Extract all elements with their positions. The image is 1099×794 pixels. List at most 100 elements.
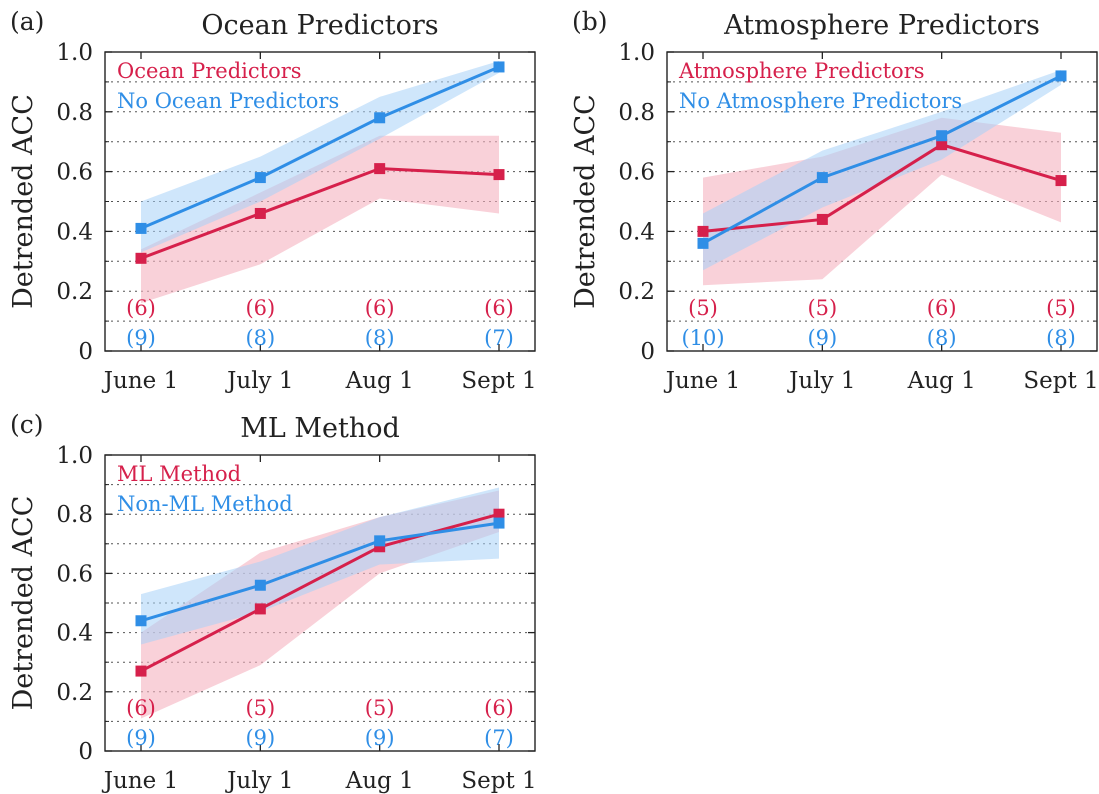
count-label: (9) [126, 726, 156, 750]
count-label: (6) [245, 296, 275, 320]
data-point [493, 517, 505, 529]
y-tick-label: 0.8 [56, 100, 93, 126]
count-label: (6) [126, 296, 156, 320]
x-tick-label: Sept 1 [1023, 368, 1098, 394]
data-point [493, 169, 505, 181]
count-label: (9) [807, 326, 837, 350]
y-tick-label: 0.4 [56, 219, 93, 245]
panel-label: (b) [572, 7, 608, 36]
legend-entry-red: ML Method [117, 462, 241, 486]
count-label: (7) [484, 726, 514, 750]
x-tick-label: July 1 [787, 368, 855, 394]
panel-a: 0 0.2 0.4 0.6 0.8 1.0 June 1 July 1 Aug 1 Sept 1 (… [8, 7, 537, 394]
count-label: (9) [126, 326, 156, 350]
y-tick-label: 0.2 [56, 279, 93, 305]
y-tick-label: 0.8 [618, 100, 655, 126]
data-point [135, 252, 147, 264]
data-point [374, 112, 386, 124]
series-line-red [140, 167, 500, 260]
count-label: (6) [365, 296, 395, 320]
count-label: (6) [126, 696, 156, 720]
count-label: (9) [245, 726, 275, 750]
series-line-blue [702, 74, 1062, 245]
data-point [254, 579, 266, 591]
chart-title: ML Method [240, 413, 400, 444]
count-label: (5) [807, 296, 837, 320]
data-point [816, 213, 828, 225]
data-point [135, 665, 147, 677]
panel-label: (a) [10, 7, 44, 36]
x-tick-label: Sept 1 [461, 768, 536, 794]
count-label: (10) [681, 326, 724, 350]
x-tick-label: Aug 1 [907, 368, 976, 394]
count-label: (5) [245, 696, 275, 720]
count-label: (9) [365, 726, 395, 750]
data-point [936, 130, 948, 142]
band-blue [141, 487, 499, 645]
data-point [1055, 175, 1067, 187]
data-point [493, 508, 505, 520]
x-tick-label: July 1 [225, 768, 293, 794]
y-tick-label: 0.4 [56, 621, 93, 647]
x-tick-label: June 1 [102, 368, 178, 394]
data-point [374, 535, 386, 547]
x-tick-label: June 1 [102, 768, 178, 794]
data-point [816, 172, 828, 184]
data-point [1055, 70, 1067, 82]
data-point [254, 207, 266, 219]
panel-label: (c) [10, 410, 44, 439]
x-tick-label: July 1 [225, 368, 293, 394]
data-point [493, 61, 505, 73]
count-label: (7) [484, 326, 514, 350]
legend-entry-blue: Non-ML Method [117, 492, 293, 516]
y-tick-label: 0.2 [56, 680, 93, 706]
band-blue [141, 60, 499, 253]
x-tick-label: Aug 1 [345, 368, 414, 394]
legend-entry-red: Atmosphere Predictors [678, 59, 925, 83]
count-label: (5) [1046, 296, 1076, 320]
y-tick-label: 0.6 [618, 160, 655, 186]
data-point [135, 222, 147, 234]
legend-entry-red: Ocean Predictors [117, 59, 302, 83]
count-label: (6) [927, 296, 957, 320]
count-label: (8) [245, 326, 275, 350]
series-line-blue [140, 65, 500, 230]
data-point [697, 225, 709, 237]
data-point [254, 603, 266, 615]
y-tick-label: 0.4 [618, 219, 655, 245]
y-tick-label: 0.6 [56, 160, 93, 186]
y-axis-label: Detrended ACC [8, 496, 39, 711]
y-tick-label: 0 [640, 339, 655, 365]
series-line-blue [140, 521, 500, 623]
y-tick-label: 0.6 [56, 561, 93, 587]
y-tick-label: 1.0 [618, 40, 655, 66]
panel-c: 0 0.2 0.4 0.6 0.8 1.0 June 1 July 1 Aug 1 Sept 1 (… [8, 410, 537, 794]
x-tick-label: Aug 1 [345, 768, 414, 794]
panel-b: 0 0.2 0.4 0.6 0.8 1.0 June 1 July 1 Aug 1 Sept 1 (… [570, 7, 1099, 394]
data-point [135, 615, 147, 627]
count-label: (6) [484, 696, 514, 720]
data-point [936, 139, 948, 151]
data-point [374, 163, 386, 175]
chart-title: Ocean Predictors [201, 10, 438, 41]
count-label: (6) [484, 296, 514, 320]
y-axis-label: Detrended ACC [570, 94, 601, 309]
band-red [703, 117, 1061, 286]
y-tick-label: 0 [78, 339, 93, 365]
data-point [697, 237, 709, 249]
series-line-red [702, 143, 1062, 233]
y-tick-label: 0.8 [56, 502, 93, 528]
legend-entry-blue: No Atmosphere Predictors [679, 89, 962, 113]
count-label: (8) [365, 326, 395, 350]
band-red [141, 135, 499, 304]
count-label: (5) [688, 296, 718, 320]
y-tick-label: 0 [78, 739, 93, 765]
y-tick-label: 0.2 [618, 279, 655, 305]
y-axis-label: Detrended ACC [8, 94, 39, 309]
count-label: (5) [365, 696, 395, 720]
y-tick-label: 1.0 [56, 443, 93, 469]
count-label: (8) [927, 326, 957, 350]
legend-entry-blue: No Ocean Predictors [117, 89, 339, 113]
data-point [254, 172, 266, 184]
